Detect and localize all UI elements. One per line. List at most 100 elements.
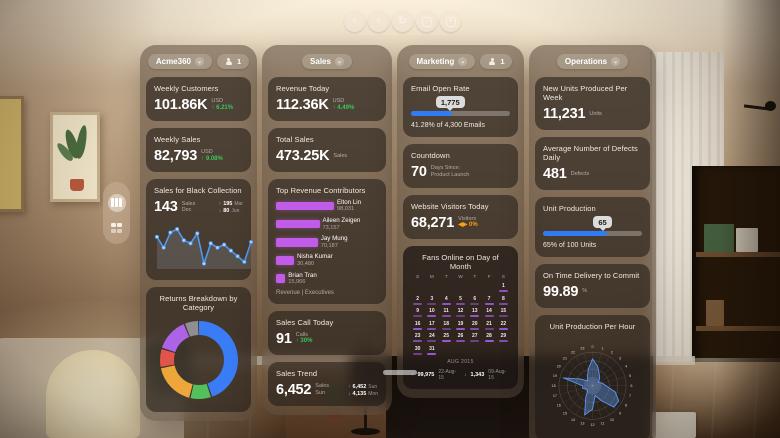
paper-stack xyxy=(652,412,696,438)
down-arrow-icon: ↓ xyxy=(464,371,467,378)
table-lamp-shade xyxy=(46,350,140,438)
metric-value: 112.36K xyxy=(276,97,329,113)
calendar-day: 7 xyxy=(482,296,495,305)
window-drag-handle[interactable] xyxy=(383,370,417,375)
panel-title-pill-sales[interactable]: Sales ⌄ xyxy=(302,54,352,69)
card-countdown: Countdown 70 Days Since: Product Launch xyxy=(403,143,518,188)
calendar-day: 22 xyxy=(497,321,510,330)
panel-sales: Sales ⌄ Revenue Today 112.36K USD ↑ 4.49… xyxy=(262,45,392,415)
svg-text:17: 17 xyxy=(553,394,557,398)
calendar-day xyxy=(440,283,453,292)
back-icon: ‹ xyxy=(352,15,357,27)
calendar-footer: ↑ 99,975 22-Aug-15 ↓ 1,343 09-Aug-15 xyxy=(411,369,510,381)
calendar-day: 18 xyxy=(440,321,453,330)
calendar-day: 29 xyxy=(497,333,510,342)
panel-title-pill-acme360[interactable]: Acme360 ⌄ xyxy=(147,54,212,69)
metric-value: 82,793 xyxy=(154,148,198,164)
books xyxy=(706,300,724,326)
metric-unit: Defects xyxy=(570,170,590,177)
down-arrow-icon: ↓ xyxy=(348,390,351,397)
panel-title: Sales xyxy=(310,57,331,66)
download-button[interactable]: ↓ xyxy=(416,11,437,32)
contributor-bar xyxy=(276,256,294,265)
refresh-icon: ↻ xyxy=(397,15,408,27)
shelf-board xyxy=(696,252,780,257)
back-button[interactable]: ‹ xyxy=(344,11,365,32)
calendar-day-header: S xyxy=(501,274,505,280)
picture-frame-plant xyxy=(50,112,100,202)
grid-view-icon[interactable] xyxy=(110,223,123,233)
black-collection-line-chart xyxy=(154,219,254,272)
calendar-day: 4 xyxy=(440,296,453,305)
metric-value: 481 xyxy=(543,166,567,182)
contributor-value: 73,157 xyxy=(322,224,340,231)
down-arrow-icon: ↓ xyxy=(218,208,222,214)
metric-period: Sun xyxy=(315,389,326,396)
metric-value: 101.86K xyxy=(154,97,208,113)
calendar-day: 12 xyxy=(454,308,467,317)
metric-unit: USD xyxy=(211,98,224,105)
contributor-row: Jay Mung 70,187 xyxy=(276,235,378,249)
svg-text:10: 10 xyxy=(610,417,614,421)
columns-view-icon[interactable] xyxy=(107,193,126,212)
svg-text:4: 4 xyxy=(625,364,627,368)
new-window-button[interactable]: + xyxy=(440,11,461,32)
card-title: Sales for Black Collection xyxy=(154,186,242,195)
people-pill-acme360[interactable]: 1 xyxy=(216,54,250,69)
svg-text:6: 6 xyxy=(630,384,632,388)
high-date: 22-Aug-15 xyxy=(438,368,457,381)
calendar-day: 11 xyxy=(440,308,453,317)
contributor-name: Elton Lin xyxy=(337,199,362,206)
metric-value: 68,271 xyxy=(411,214,455,231)
panel-title-pill-operations[interactable]: Operations ⌄ xyxy=(556,54,629,69)
books xyxy=(704,224,734,252)
metric-delta: ↑ 30% xyxy=(295,338,313,345)
calendar-day: 30 xyxy=(411,346,424,355)
forward-button[interactable]: › xyxy=(368,11,389,32)
card-title: Sales Call Today xyxy=(276,317,334,327)
svg-text:2: 2 xyxy=(611,350,613,354)
metric-period: Dec xyxy=(181,207,192,213)
contributor-row: Aileen Zeigen 73,157 xyxy=(276,217,378,231)
card-title: Fans Online on Day of Month xyxy=(422,252,499,271)
card-weekly-customers: Weekly Customers 101.86K USD ↑ 6.21% xyxy=(146,77,251,121)
up-arrow-icon: ↑ xyxy=(348,383,351,390)
window-toolbar: ‹ › ↻ ↓ + xyxy=(341,8,464,35)
metric-unit: Sales xyxy=(181,200,196,207)
svg-text:23: 23 xyxy=(580,346,584,350)
card-title: Sales Trend xyxy=(276,368,318,378)
people-pill-marketing[interactable]: 1 xyxy=(480,54,513,69)
metric-value: 99.89 xyxy=(543,283,579,300)
panel-operations: Operations ⌄ New Units Produced Per Week… xyxy=(529,45,656,438)
calendar-day: 21 xyxy=(482,321,495,330)
low-value: 80 xyxy=(223,208,230,214)
contributor-row: Nisha Kumar 30,480 xyxy=(276,253,378,267)
calendar-day xyxy=(468,283,481,292)
panel-header: Operations ⌄ xyxy=(535,52,650,70)
calendar-day: 1 xyxy=(497,283,510,292)
metric-value: 11,231 xyxy=(543,106,586,122)
refresh-button[interactable]: ↻ xyxy=(392,11,413,32)
contributor-value: 30,480 xyxy=(296,260,315,267)
panel-title-pill-marketing[interactable]: Marketing ⌄ xyxy=(408,54,476,69)
calendar-day: 20 xyxy=(468,321,481,330)
card-defects-daily: Average Number of Defects Daily 481 Defe… xyxy=(535,137,650,190)
calendar-day: 23 xyxy=(411,333,424,342)
svg-text:18: 18 xyxy=(552,384,556,388)
metric-unit: USD xyxy=(201,149,213,156)
panel-title: Operations xyxy=(564,57,608,66)
progress-fill xyxy=(411,111,452,116)
calendar-day: 9 xyxy=(411,308,424,317)
contributor-bar xyxy=(276,201,334,211)
metric-value: 70 xyxy=(411,163,427,180)
svg-text:9: 9 xyxy=(619,411,621,415)
card-title: Returns Breakdown by Category xyxy=(159,294,238,312)
chevron-down-icon: ⌄ xyxy=(458,57,468,66)
progress-fill xyxy=(543,231,608,236)
card-weekly-sales: Weekly Sales 82,793 USD ↑ 9.08% xyxy=(146,128,251,172)
contributor-bars: Elton Lin 98,031 Aileen Zeigen 73,157 Jay Mu… xyxy=(276,199,378,286)
low-period: Mon xyxy=(368,390,378,397)
card-units-per-week: New Units Produced Per Week 11,231 Units xyxy=(535,77,650,130)
production-progress: 65 xyxy=(543,216,642,236)
svg-text:3: 3 xyxy=(619,356,621,360)
